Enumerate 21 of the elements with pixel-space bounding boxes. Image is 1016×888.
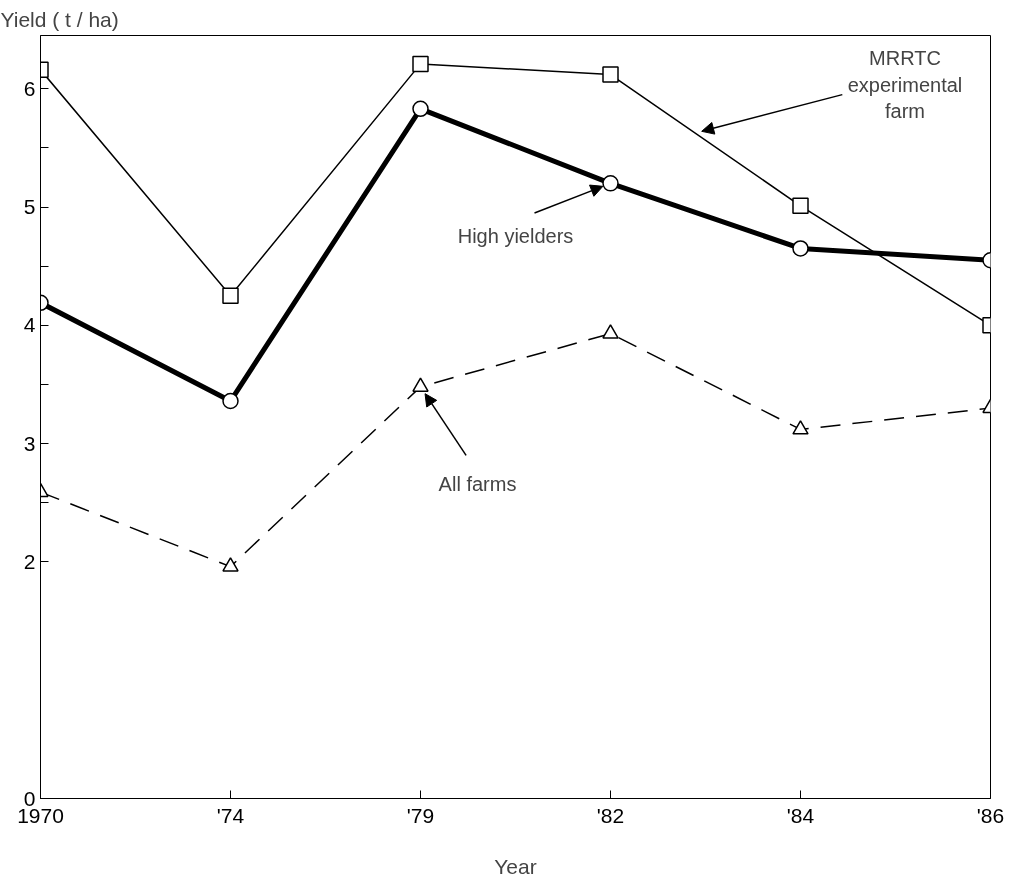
y-tick-label: 3 bbox=[23, 431, 36, 455]
point bbox=[412, 377, 429, 392]
x-tick-label: '79 bbox=[406, 803, 435, 827]
x-tick-label: '84 bbox=[786, 803, 815, 827]
annotation: High yielders bbox=[457, 224, 574, 247]
y-tick-label: 5 bbox=[23, 195, 36, 219]
point bbox=[412, 100, 429, 118]
x-axis-title: Year bbox=[494, 854, 537, 878]
y-axis-title: Yield ( t / ha) bbox=[0, 7, 119, 31]
y-tick-label: 4 bbox=[23, 313, 36, 337]
y-tick-label: 6 bbox=[23, 76, 36, 100]
point bbox=[412, 55, 429, 73]
annotation: MRRTC experimental farm bbox=[847, 47, 963, 123]
point bbox=[602, 175, 619, 192]
point bbox=[602, 66, 619, 83]
annotation: All farms bbox=[438, 473, 517, 496]
x-tick-label: '74 bbox=[216, 803, 245, 827]
point bbox=[602, 324, 619, 339]
x-tick-label: '86 bbox=[976, 803, 1005, 827]
x-tick-label: '82 bbox=[596, 803, 625, 827]
y-tick-label: 2 bbox=[23, 549, 36, 573]
